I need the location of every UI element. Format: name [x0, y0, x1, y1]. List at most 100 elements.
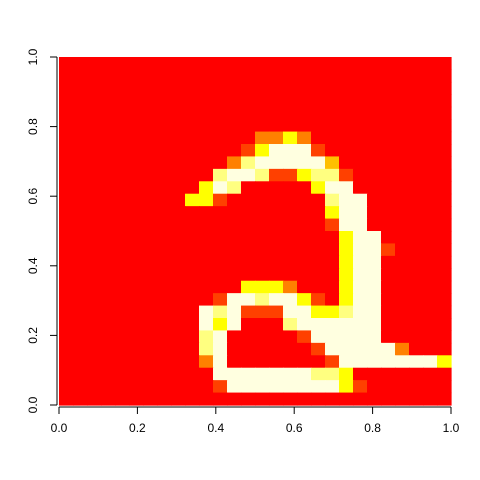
heatmap-cell: [213, 81, 228, 95]
heatmap-cell: [325, 280, 340, 294]
heatmap-cell: [227, 355, 242, 369]
heatmap-cell: [101, 119, 116, 133]
heatmap-cell: [325, 131, 340, 145]
heatmap-cell: [437, 181, 452, 195]
x-axis: 0.0 0.2 0.4 0.6 0.8 1.0: [51, 406, 460, 435]
heatmap-cell: [143, 106, 158, 120]
heatmap-cell: [59, 94, 74, 108]
heatmap-cell: [395, 293, 410, 307]
heatmap-cell: [367, 106, 382, 120]
heatmap-cell: [185, 69, 200, 83]
heatmap-cell: [101, 355, 116, 369]
heatmap-cell: [73, 243, 88, 257]
heatmap-cell: [437, 268, 452, 282]
heatmap-cell: [227, 293, 242, 307]
heatmap-cell: [311, 57, 326, 71]
heatmap-cell: [115, 342, 130, 356]
heatmap-cell: [59, 168, 74, 182]
heatmap-cell: [353, 218, 368, 232]
heatmap-cell: [73, 392, 88, 406]
heatmap-cell: [283, 69, 298, 83]
heatmap-cell: [185, 318, 200, 332]
heatmap-cell: [269, 69, 284, 83]
heatmap-cell: [339, 318, 354, 332]
heatmap-cell: [381, 305, 396, 319]
heatmap-cell: [381, 293, 396, 307]
heatmap-cell: [353, 243, 368, 257]
heatmap-cell: [269, 131, 284, 145]
heatmap-cell: [409, 69, 424, 83]
heatmap-cell: [381, 181, 396, 195]
heatmap-cell: [409, 106, 424, 120]
heatmap-cell: [367, 156, 382, 170]
heatmap-cell: [269, 268, 284, 282]
heatmap-cell: [171, 106, 186, 120]
heatmap-cell: [185, 57, 200, 71]
heatmap-cell: [241, 57, 256, 71]
heatmap-cell: [115, 206, 130, 220]
heatmap-cell: [87, 69, 102, 83]
x-tick-label: 0.4: [207, 421, 224, 435]
heatmap-cell: [87, 367, 102, 381]
heatmap-cell: [157, 342, 172, 356]
heatmap-cell: [143, 342, 158, 356]
heatmap-cell: [241, 392, 256, 406]
heatmap-cell: [395, 218, 410, 232]
heatmap-cell: [227, 305, 242, 319]
heatmap-cell: [395, 243, 410, 257]
heatmap-cell: [185, 380, 200, 394]
heatmap-cell: [353, 293, 368, 307]
heatmap-cell: [101, 342, 116, 356]
heatmap-cell: [297, 57, 312, 71]
heatmap-cell: [311, 231, 326, 245]
heatmap-cell: [87, 342, 102, 356]
heatmap-cell: [437, 218, 452, 232]
heatmap-cell: [101, 305, 116, 319]
heatmap-cell: [199, 355, 214, 369]
heatmap-cell: [213, 255, 228, 269]
heatmap-cell: [381, 268, 396, 282]
heatmap-cell: [437, 293, 452, 307]
heatmap-cell: [241, 156, 256, 170]
heatmap-cell: [101, 255, 116, 269]
heatmap-cell: [73, 131, 88, 145]
heatmap-cell: [269, 305, 284, 319]
heatmap-cell: [185, 193, 200, 207]
heatmap-cell: [143, 280, 158, 294]
heatmap-cell: [59, 206, 74, 220]
heatmap-cell: [423, 81, 438, 95]
heatmap-cell: [129, 231, 144, 245]
heatmap-cell: [101, 380, 116, 394]
heatmap-cell: [115, 156, 130, 170]
x-tick-label: 0.6: [286, 421, 303, 435]
heatmap-cell: [115, 193, 130, 207]
heatmap-cell: [73, 367, 88, 381]
heatmap-cell: [115, 293, 130, 307]
heatmap-cell: [199, 181, 214, 195]
heatmap-cell: [297, 218, 312, 232]
heatmap-cell: [367, 144, 382, 158]
heatmap-cell: [255, 106, 270, 120]
heatmap-cell: [339, 330, 354, 344]
heatmap-cell: [157, 57, 172, 71]
heatmap-cell: [199, 119, 214, 133]
heatmap-cell: [353, 355, 368, 369]
heatmap-cell: [199, 144, 214, 158]
heatmap-cell: [409, 255, 424, 269]
heatmap-cell: [199, 380, 214, 394]
heatmap-cell: [73, 380, 88, 394]
heatmap-cell: [297, 131, 312, 145]
heatmap-cell: [437, 156, 452, 170]
heatmap-cell: [59, 119, 74, 133]
heatmap-cell: [283, 255, 298, 269]
heatmap-cell: [157, 318, 172, 332]
heatmap-cell: [87, 330, 102, 344]
heatmap-cell: [241, 268, 256, 282]
heatmap-cell: [437, 168, 452, 182]
heatmap-cell: [437, 367, 452, 381]
heatmap-cell: [339, 243, 354, 257]
heatmap-cell: [227, 156, 242, 170]
heatmap-cell: [367, 206, 382, 220]
heatmap-cell: [227, 81, 242, 95]
heatmap-cell: [409, 342, 424, 356]
